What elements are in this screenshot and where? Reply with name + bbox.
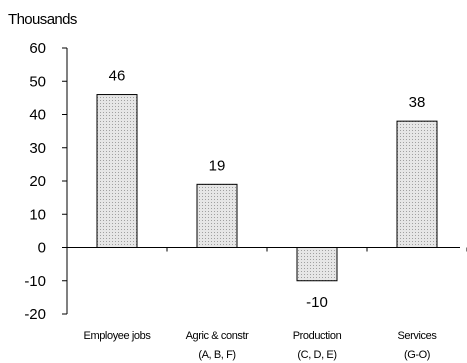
category-label: (C, D, E) [297, 349, 336, 361]
x-axis: Employee jobs Agric & constr (A, B, F) Prod… [66, 247, 467, 361]
y-tick-label: -20 [24, 306, 46, 323]
bar [96, 94, 138, 248]
units-label: Thousands [8, 11, 77, 28]
y-axis: -20 -10 0 10 20 30 40 50 60 [24, 40, 68, 323]
y-tick-label: 10 [29, 206, 46, 223]
category-label: Production [293, 330, 342, 342]
y-tick-label: 0 [38, 240, 46, 257]
category-label: (A, B, F) [198, 349, 235, 361]
data-label: 19 [209, 157, 226, 174]
y-tick-label: 30 [29, 140, 46, 157]
y-tick-label: 50 [29, 73, 46, 90]
y-tick-label: -10 [24, 273, 46, 290]
y-tick-label: 20 [29, 173, 46, 190]
y-tick-label: 40 [29, 107, 46, 124]
bar [296, 247, 338, 282]
bar [196, 183, 238, 248]
data-label: 46 [109, 68, 126, 85]
bars: 46 19 -10 38 [96, 68, 438, 311]
data-label: 38 [409, 94, 426, 111]
y-tick-label: 60 [29, 40, 46, 57]
data-label: -10 [306, 294, 328, 311]
category-label: Agric & constr [186, 330, 250, 342]
category-label: Services [398, 330, 438, 342]
category-label: Employee jobs [84, 330, 152, 342]
category-label: (G-O) [404, 349, 430, 361]
bar [396, 120, 438, 248]
